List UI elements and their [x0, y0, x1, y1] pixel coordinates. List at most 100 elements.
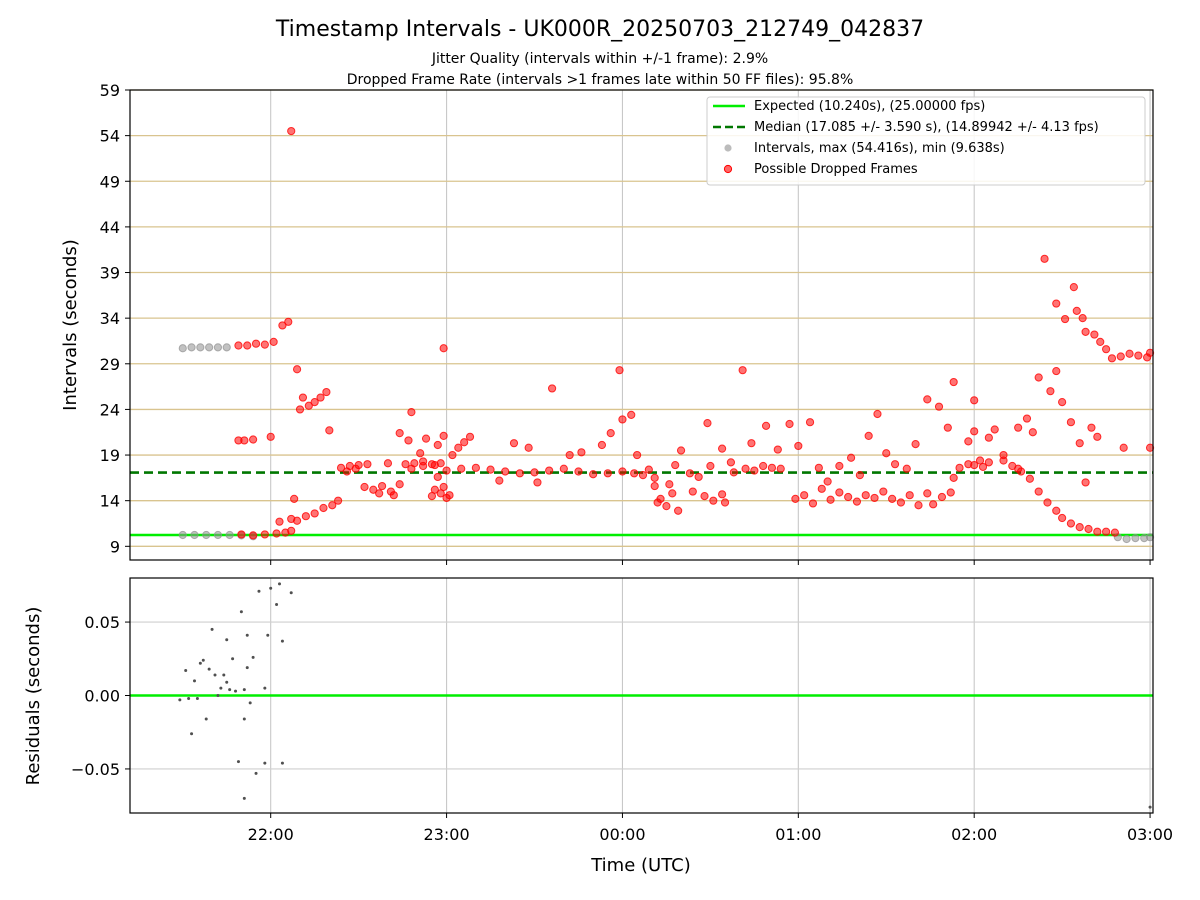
chart-subtitle-dropped: Dropped Frame Rate (intervals >1 frames …: [347, 72, 854, 88]
dropped-frame-point: [1046, 387, 1055, 396]
dropped-frame-point: [1058, 398, 1067, 407]
dropped-frame-point: [1022, 414, 1032, 423]
dropped-frame-point: [964, 460, 973, 469]
dropped-frame-point: [284, 317, 293, 326]
dropped-frame-point: [1145, 443, 1155, 452]
dropped-frame-point: [1081, 327, 1090, 336]
dropped-frame-point: [433, 440, 442, 450]
residual-point: [242, 796, 246, 800]
residual-point: [245, 633, 249, 637]
dropped-frame-point: [509, 439, 519, 448]
dropped-frame-point: [703, 419, 712, 428]
dropped-frame-point: [301, 512, 310, 521]
dropped-frame-point: [442, 493, 451, 503]
residual-point: [1148, 805, 1152, 809]
dropped-frame-point: [861, 491, 870, 500]
legend: Expected (10.240s), (25.00000 fps) Median…: [706, 96, 1146, 186]
dropped-frame-point: [776, 464, 785, 473]
residual-point: [178, 698, 182, 702]
dropped-frame-point: [1016, 467, 1026, 476]
dropped-frame-point: [287, 526, 296, 535]
residual-point: [231, 657, 235, 661]
dropped-frame-point: [589, 470, 598, 479]
dropped-frame-point: [275, 517, 284, 526]
legend-label-dropped: Possible Dropped Frames: [754, 162, 918, 177]
dropped-frame-point: [674, 506, 683, 515]
dropped-frame-point: [495, 476, 504, 485]
dropped-frame-point: [375, 489, 384, 498]
dropped-frame-point: [650, 481, 659, 491]
dropped-frame-point: [1093, 527, 1102, 536]
dropped-frame-point: [627, 410, 636, 419]
y-tick-label: 59: [100, 81, 120, 100]
residual-point: [234, 689, 238, 693]
residual-point: [289, 591, 293, 595]
dropped-frame-point: [319, 503, 328, 513]
dropped-frame-point: [718, 490, 727, 499]
dropped-frame-point: [430, 485, 439, 494]
interval-point: [225, 530, 234, 540]
interval-point: [1131, 533, 1140, 543]
dropped-frame-point: [1034, 373, 1043, 382]
dropped-frame-point: [826, 495, 835, 504]
legend-swatch-dropped: [723, 164, 733, 174]
dropped-frame-point: [269, 337, 278, 346]
dropped-frame-point: [720, 498, 730, 507]
y-tick-label: 34: [100, 309, 120, 328]
dropped-frame-point: [970, 427, 979, 436]
dropped-frame-point: [457, 464, 466, 473]
dropped-frame-point: [855, 471, 864, 480]
dropped-frame-point: [946, 488, 955, 497]
dropped-frame-point: [729, 468, 738, 477]
residuals-points: [178, 582, 1152, 809]
dropped-frame-point: [984, 458, 993, 467]
residual-point: [219, 686, 223, 690]
chart-subtitle-jitter: Jitter Quality (intervals within +/-1 fr…: [431, 51, 768, 67]
dropped-frame-point: [237, 530, 246, 539]
legend-label-expected: Expected (10.240s), (25.00000 fps): [754, 99, 985, 114]
dropped-frame-point: [430, 460, 439, 470]
dropped-frame-point: [448, 450, 457, 460]
dropped-frame-point: [773, 445, 782, 454]
dropped-frame-point: [688, 487, 697, 496]
dropped-frame-point: [342, 467, 352, 476]
dropped-frame-point: [322, 387, 331, 397]
dropped-frame-point: [800, 491, 809, 500]
dropped-frame-point: [287, 126, 296, 136]
residual-point: [228, 688, 232, 692]
dropped-frame-point: [260, 340, 269, 349]
dropped-frame-point: [835, 488, 844, 497]
residual-point: [275, 602, 279, 606]
interval-point: [213, 343, 223, 352]
dropped-frame-point: [741, 464, 750, 473]
dropped-frame-point: [1081, 478, 1090, 487]
dropped-frame-point: [454, 443, 463, 452]
residual-point: [257, 589, 261, 593]
y-tick-label: 49: [100, 172, 120, 191]
dropped-frame-point: [1116, 352, 1125, 361]
dropped-frame-point: [407, 408, 416, 417]
dropped-frame-point: [955, 463, 964, 472]
dropped-frame-point: [407, 464, 416, 473]
dropped-frame-point: [1087, 423, 1096, 432]
dropped-frame-point: [685, 469, 694, 478]
dropped-frame-point: [662, 502, 671, 511]
dropped-frame-point: [316, 393, 325, 402]
dropped-frame-point: [351, 464, 360, 473]
dropped-frame-point: [515, 469, 524, 478]
dropped-frame-point: [363, 460, 372, 469]
residual-point: [195, 696, 199, 700]
dropped-frame-point: [767, 463, 777, 472]
dropped-frame-point: [1107, 354, 1117, 363]
dropped-frame-point: [873, 409, 882, 419]
dropped-frame-point: [545, 466, 554, 475]
dropped-frame-point: [383, 459, 393, 468]
x-tick-label: 03:00: [1127, 825, 1173, 844]
dropped-frame-point: [1075, 523, 1084, 532]
dropped-frame-point: [325, 426, 334, 435]
dropped-frame-point: [1052, 299, 1061, 308]
chart-title: Timestamp Intervals - UK000R_20250703_21…: [275, 17, 924, 42]
dropped-frame-point: [1043, 498, 1052, 507]
dropped-frame-point: [817, 484, 826, 493]
